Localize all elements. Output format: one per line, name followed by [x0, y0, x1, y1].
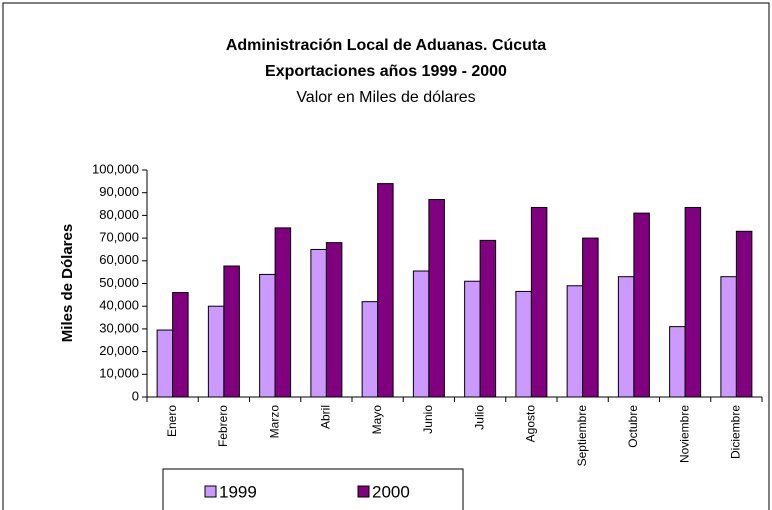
y-tick-label: 80,000: [99, 207, 139, 222]
y-tick-label: 20,000: [99, 343, 139, 358]
bar: [566, 285, 584, 398]
legend-label: 2000: [372, 482, 410, 501]
bar: [684, 206, 702, 398]
y-tick-label: 30,000: [99, 320, 139, 335]
bar: [172, 292, 189, 398]
y-tick-label: 10,000: [99, 366, 139, 381]
bar: [412, 270, 430, 398]
x-tick-label: Octubre: [626, 405, 640, 448]
bar: [310, 248, 327, 398]
y-tick-label: 70,000: [99, 230, 139, 245]
x-tick-label: Noviembre: [677, 405, 691, 463]
x-tick-label: Mayo: [370, 405, 384, 435]
bar: [325, 242, 343, 398]
x-tick-label: Julio: [472, 405, 486, 430]
y-tick-label: 90,000: [99, 184, 139, 199]
x-tick-label: Agosto: [524, 405, 538, 443]
x-tick-label: Septiembre: [575, 405, 589, 467]
bar: [428, 199, 445, 398]
chart-title: Administración Local de Aduanas. Cúcuta: [226, 37, 546, 54]
bar: [464, 280, 481, 398]
legend-swatch: [357, 485, 370, 498]
bar: [274, 227, 292, 398]
chart-title: Exportaciones años 1999 - 2000: [265, 63, 507, 80]
bar: [377, 183, 394, 398]
legend-swatch: [204, 485, 217, 498]
bar: [259, 273, 276, 398]
y-tick-label: 0: [132, 388, 139, 403]
bar: [720, 276, 737, 398]
x-tick-label: Marzo: [267, 405, 281, 439]
x-tick-label: Febrero: [216, 405, 230, 447]
bar: [669, 326, 686, 398]
x-tick-label: Enero: [165, 405, 179, 437]
bar: [633, 212, 650, 398]
bar: [530, 206, 548, 398]
bar: [582, 237, 599, 398]
bar: [735, 230, 753, 398]
chart-subtitle: Valor en Miles de dólares: [296, 89, 475, 106]
y-tick-label: 40,000: [99, 298, 139, 313]
bar: [223, 265, 240, 398]
x-tick-label: Diciembre: [729, 405, 743, 459]
x-tick-label: Junio: [421, 405, 435, 434]
y-tick-label: 60,000: [99, 252, 139, 267]
bar: [207, 305, 225, 398]
y-tick-label: 50,000: [99, 275, 139, 290]
y-axis-label: Miles de Dólares: [59, 224, 76, 342]
y-tick-label: 100,000: [92, 161, 139, 176]
x-tick-label: Abril: [319, 405, 333, 429]
bar: [156, 329, 174, 398]
bar: [515, 290, 532, 398]
bar: [361, 301, 379, 398]
bar: [617, 276, 635, 398]
legend-label: 1999: [219, 482, 257, 501]
bar: [479, 239, 497, 398]
